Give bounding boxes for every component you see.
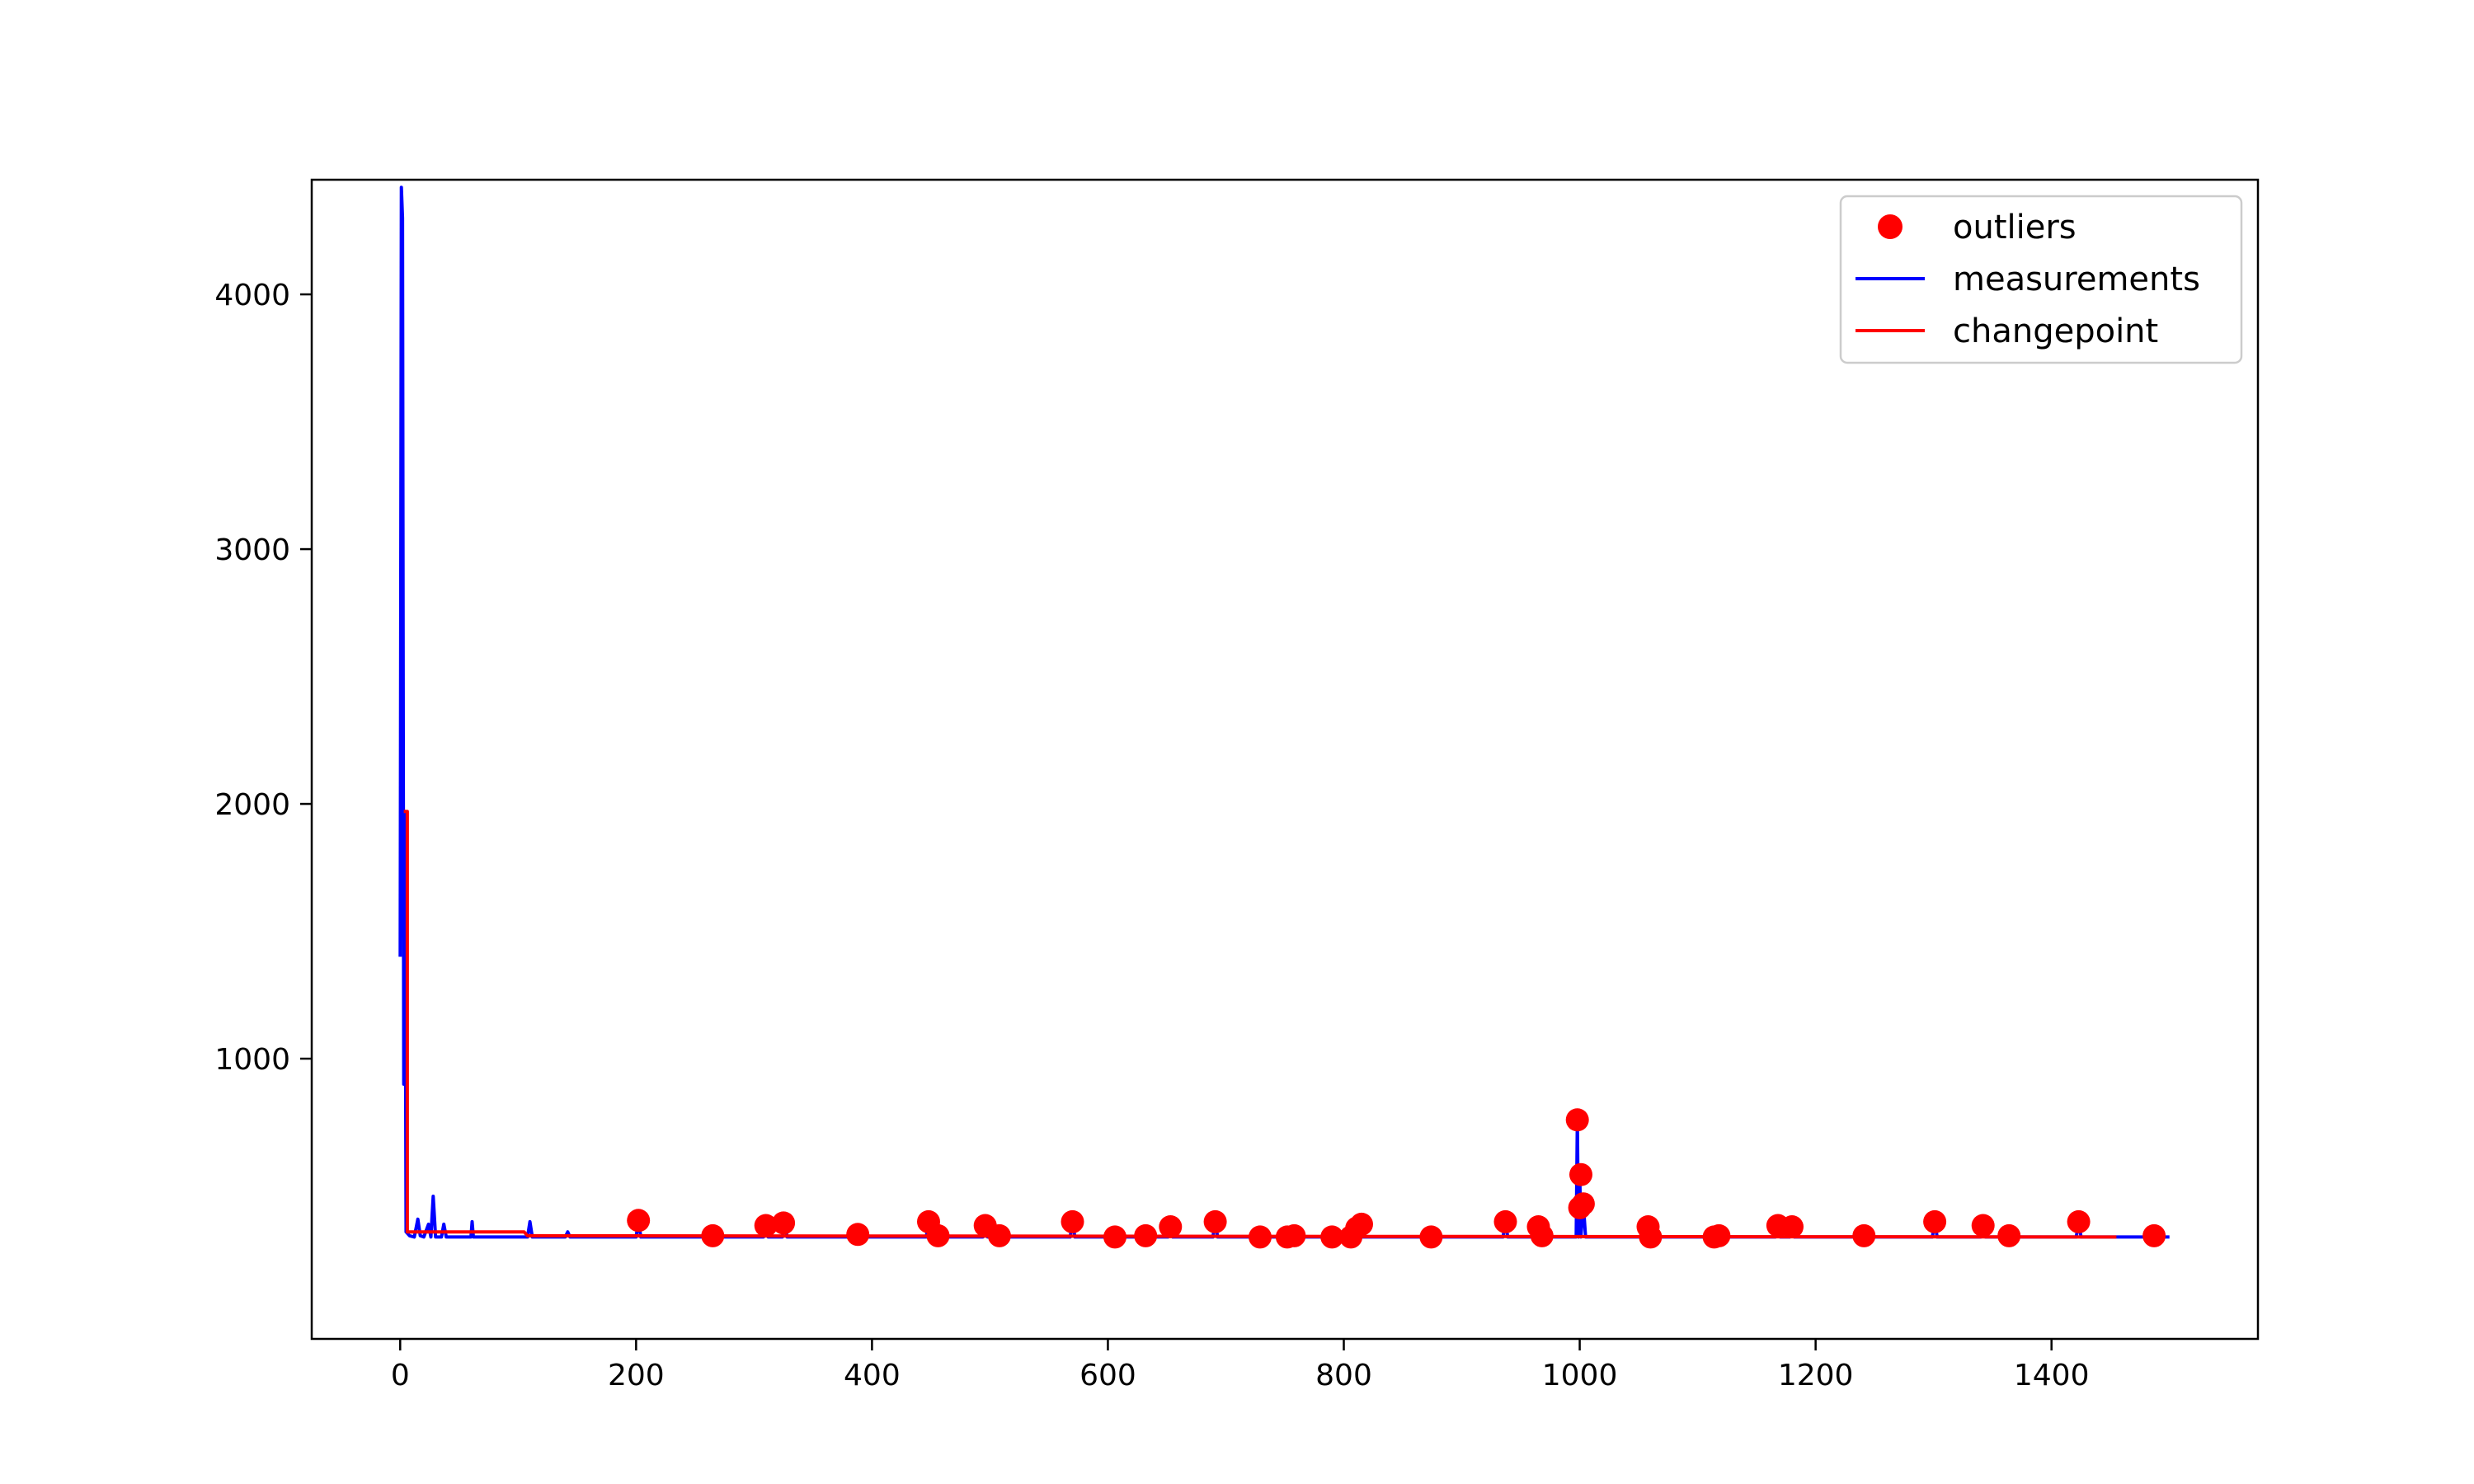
legend-marker-outliers bbox=[1878, 214, 1903, 239]
outlier-point bbox=[1571, 1192, 1595, 1216]
x-tick-label: 600 bbox=[1079, 1359, 1136, 1392]
outlier-point bbox=[1159, 1215, 1183, 1238]
outlier-point bbox=[1639, 1225, 1663, 1249]
outlier-point bbox=[1419, 1225, 1443, 1249]
outlier-point bbox=[2142, 1223, 2166, 1247]
outlier-point bbox=[1493, 1209, 1517, 1233]
outlier-point bbox=[1320, 1225, 1344, 1249]
outlier-point bbox=[1707, 1223, 1731, 1247]
outlier-point bbox=[1282, 1223, 1306, 1247]
legend-label-changepoint: changepoint bbox=[1953, 312, 2158, 350]
outlier-point bbox=[1103, 1225, 1126, 1249]
y-tick-label: 1000 bbox=[214, 1043, 290, 1077]
outlier-point bbox=[1530, 1223, 1554, 1247]
legend-label-measurements: measurements bbox=[1953, 261, 2200, 298]
outlier-point bbox=[1203, 1209, 1227, 1233]
outlier-point bbox=[846, 1223, 870, 1247]
outlier-point bbox=[1852, 1223, 1876, 1247]
x-tick-label: 400 bbox=[844, 1359, 901, 1392]
outlier-point bbox=[1780, 1215, 1804, 1238]
x-tick-label: 1200 bbox=[1778, 1359, 1854, 1392]
y-tick-label: 4000 bbox=[214, 279, 290, 312]
outlier-point bbox=[2067, 1209, 2091, 1233]
x-tick-label: 1400 bbox=[2014, 1359, 2090, 1392]
x-tick-label: 800 bbox=[1315, 1359, 1372, 1392]
outlier-point bbox=[987, 1223, 1011, 1247]
x-tick-label: 200 bbox=[608, 1359, 665, 1392]
legend-label-outliers: outliers bbox=[1953, 209, 2077, 247]
y-tick-label: 3000 bbox=[214, 533, 290, 567]
outlier-point bbox=[627, 1209, 651, 1233]
outlier-point bbox=[1249, 1225, 1272, 1249]
plot-area bbox=[398, 186, 2170, 1249]
axes-frame bbox=[310, 178, 2260, 1341]
outlier-point bbox=[1569, 1162, 1592, 1186]
outlier-point bbox=[1565, 1108, 1589, 1132]
outlier-point bbox=[1997, 1223, 2021, 1247]
legend-box bbox=[1839, 195, 2243, 364]
outlier-point bbox=[1923, 1209, 1947, 1233]
outlier-point bbox=[754, 1214, 778, 1237]
outlier-point bbox=[772, 1211, 796, 1235]
outlier-point bbox=[701, 1223, 725, 1247]
series-line-changepoint bbox=[403, 810, 2117, 1239]
y-tick-label: 2000 bbox=[214, 788, 290, 822]
outlier-point bbox=[1971, 1214, 1995, 1237]
legend: outliers measurements changepoint bbox=[1839, 195, 2243, 364]
x-tick-label: 1000 bbox=[1542, 1359, 1618, 1392]
outlier-point bbox=[1134, 1223, 1158, 1247]
outlier-point bbox=[926, 1223, 950, 1247]
axes: 0 200 400 600 800 1000 1200 1400 1000 2000 3000 400… bbox=[214, 178, 2260, 1392]
outlier-point bbox=[1350, 1212, 1373, 1236]
outlier-point bbox=[1061, 1209, 1084, 1233]
x-tick-label: 0 bbox=[391, 1359, 410, 1392]
